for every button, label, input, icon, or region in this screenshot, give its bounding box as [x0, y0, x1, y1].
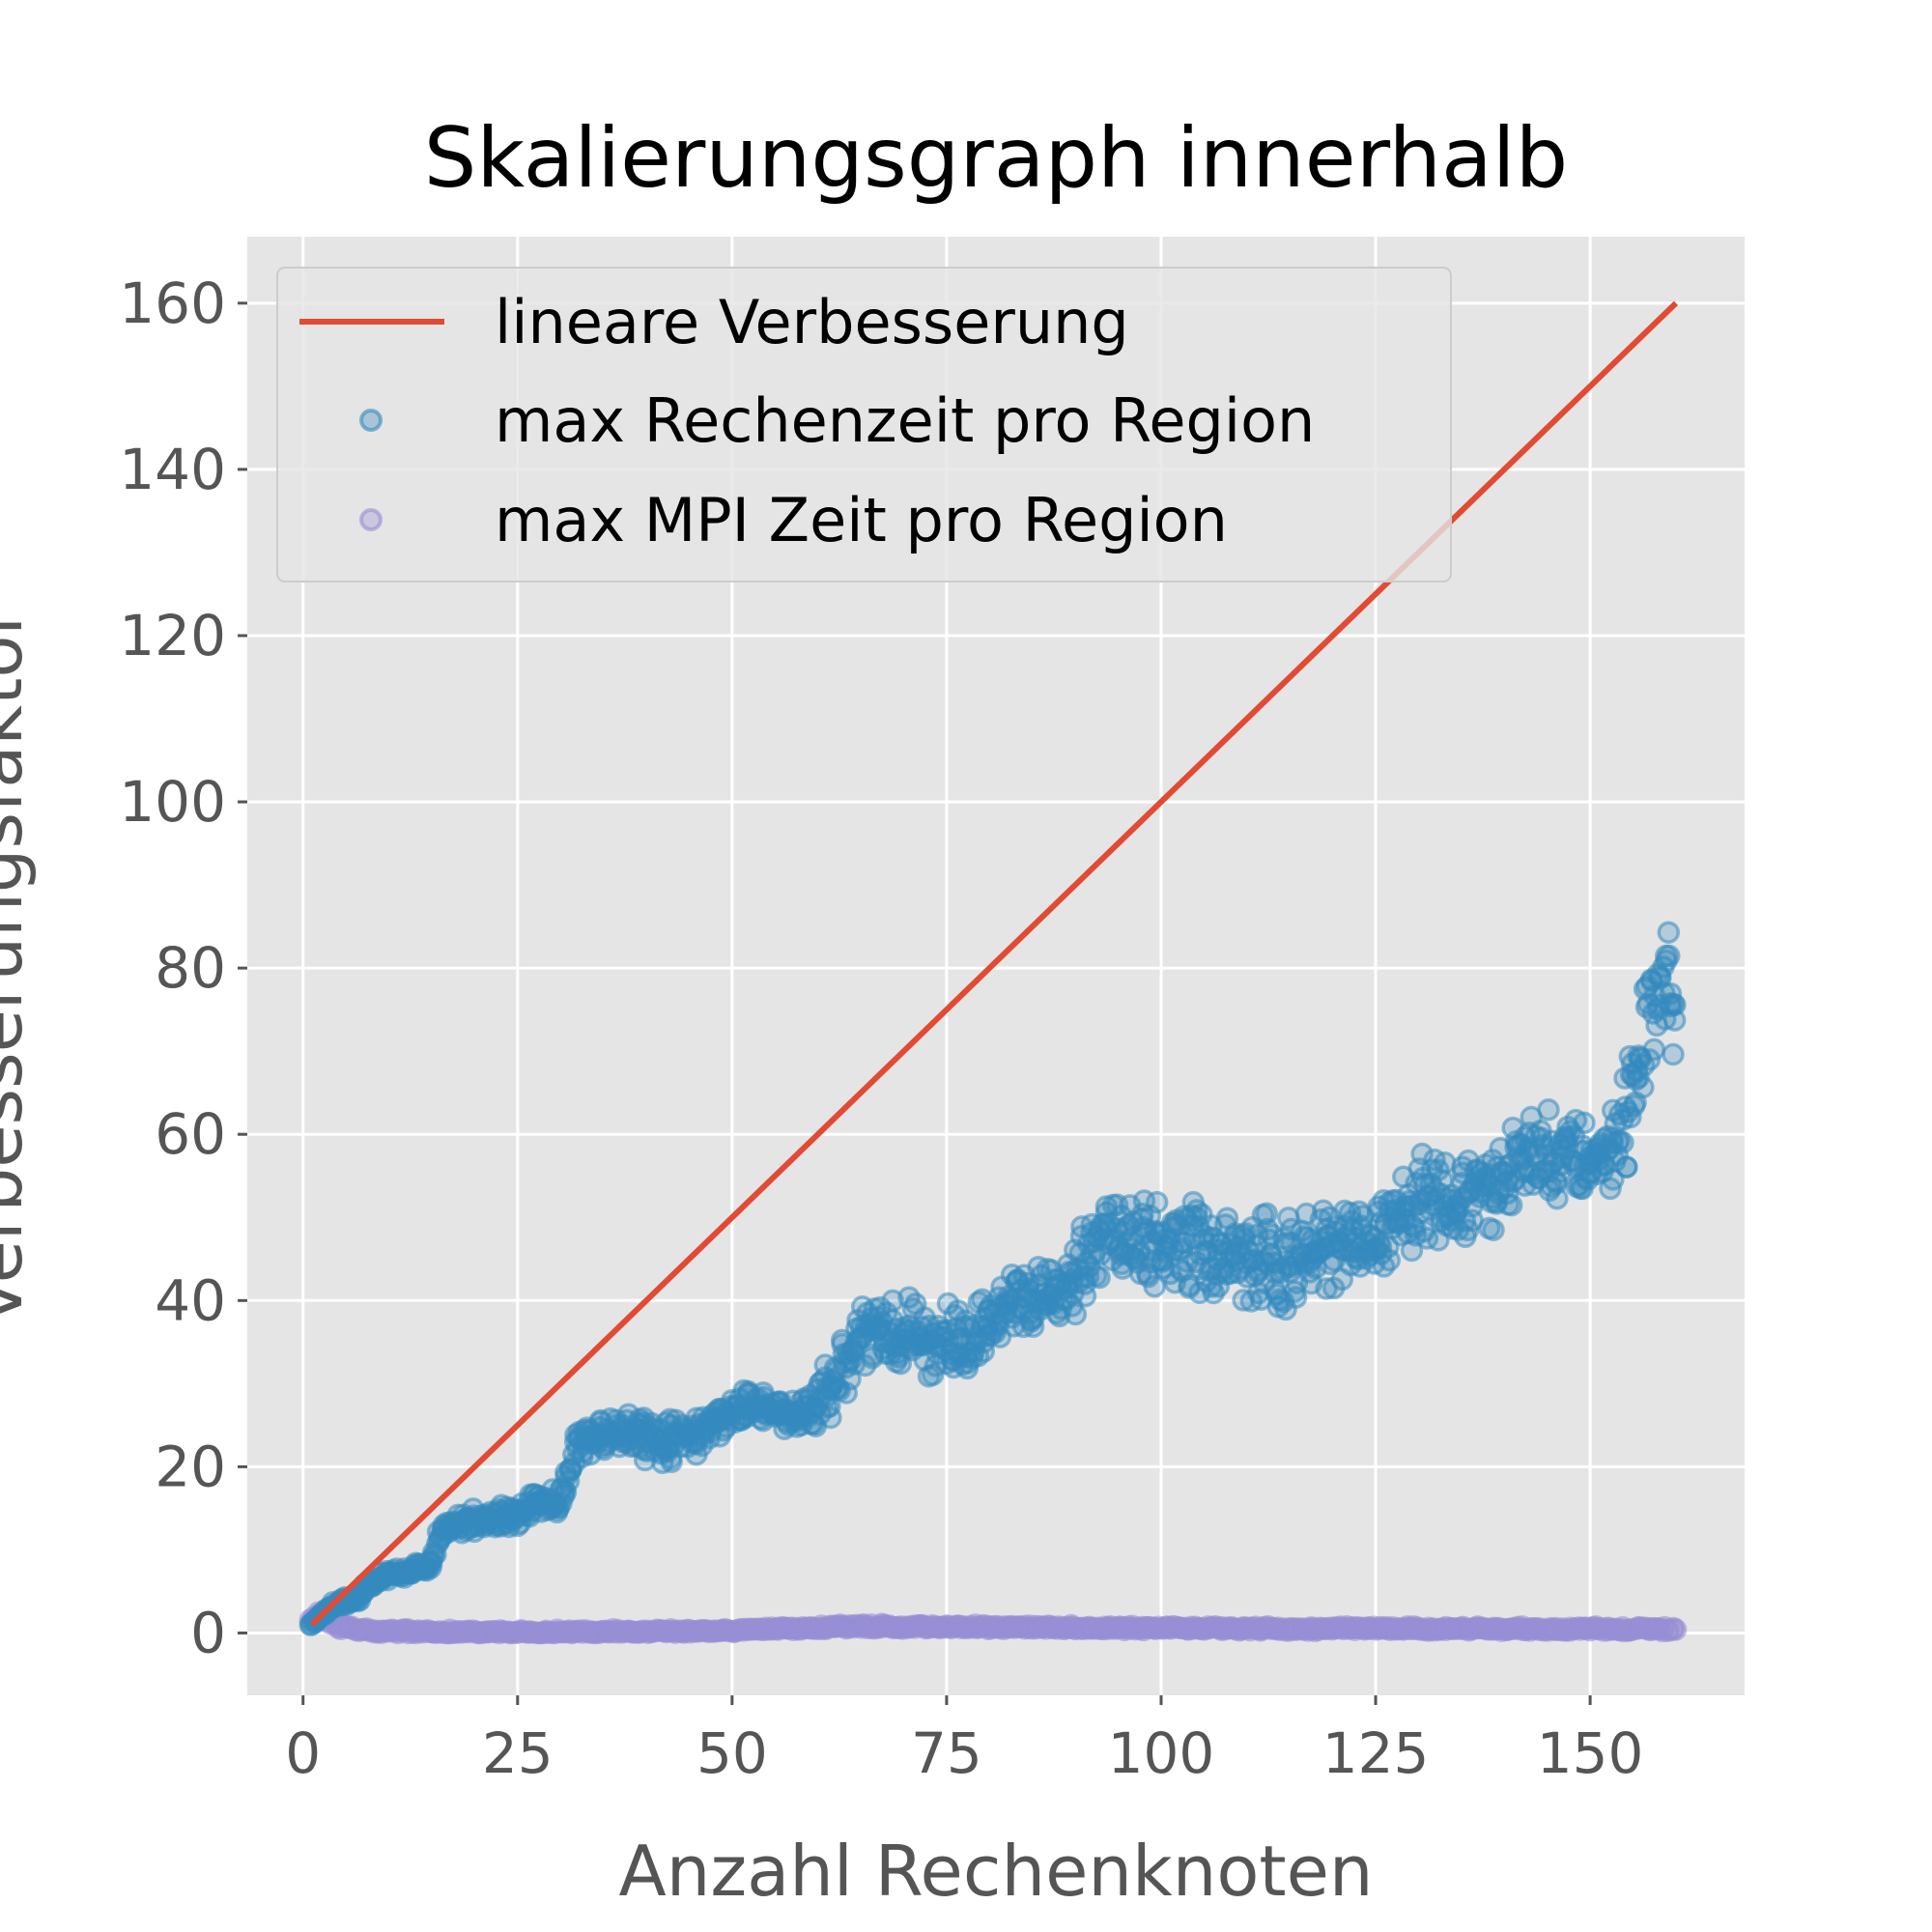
y-tick-label: 0 [190, 1600, 226, 1665]
y-tick-label: 140 [119, 437, 226, 502]
compute-point [1088, 1265, 1111, 1290]
legend-mpi-label: max MPI Zeit pro Region [495, 485, 1228, 555]
y-tick-label: 120 [119, 603, 226, 668]
compute-point [1615, 1155, 1638, 1179]
compute-point [1657, 921, 1681, 944]
legend-compute-marker [359, 409, 383, 432]
compute-point [1642, 1037, 1666, 1062]
x-tick-label: 125 [1322, 1720, 1430, 1786]
compute-point [881, 1289, 904, 1313]
compute-point [1537, 1098, 1560, 1122]
mpi-point [1663, 1618, 1688, 1641]
legend-compute-label: max Rechenzeit pro Region [495, 385, 1315, 456]
compute-point [1143, 1274, 1166, 1298]
y-tick-label: 20 [155, 1434, 226, 1499]
compute-point [1632, 1075, 1655, 1099]
x-axis-label: Anzahl Rechenknoten [618, 1831, 1373, 1912]
y-tick-label: 80 [155, 935, 226, 1001]
compute-point [1662, 1009, 1687, 1032]
compute-point [819, 1406, 842, 1430]
x-tick-label: 25 [482, 1720, 554, 1786]
x-tick-label: 0 [285, 1720, 321, 1786]
legend: lineare Verbesserung max Rechenzeit pro … [276, 267, 1452, 582]
axis-ticks: 0 25 50 75 100 125 150 0 20 40 60 80 100 120 140 160 [119, 270, 1643, 1786]
chart-title: Skalierungsgraph innerhalb [424, 110, 1568, 207]
x-tick-label: 50 [696, 1720, 768, 1786]
compute-point [1573, 1111, 1596, 1135]
compute-point [1611, 1131, 1634, 1154]
legend-mpi-marker [359, 508, 383, 531]
compute-point [1663, 993, 1687, 1017]
compute-point [1255, 1202, 1278, 1225]
x-tick-label: 150 [1537, 1720, 1644, 1786]
compute-point [1662, 1042, 1685, 1066]
y-tick-label: 100 [119, 769, 226, 835]
compute-point [1145, 1190, 1169, 1214]
y-tick-label: 160 [119, 270, 226, 336]
y-axis-label: Verbesserungsfaktor [0, 607, 38, 1325]
x-tick-label: 100 [1108, 1720, 1215, 1786]
compute-point [1546, 1186, 1569, 1210]
legend-box [276, 267, 1452, 582]
compute-point [1378, 1248, 1402, 1272]
compute-point [1499, 1193, 1523, 1217]
legend-linear-label: lineare Verbesserung [495, 287, 1129, 357]
y-tick-label: 40 [155, 1267, 226, 1333]
compute-point [1073, 1284, 1097, 1308]
mpi-series [298, 1601, 1688, 1645]
y-tick-label: 60 [155, 1101, 226, 1167]
compute-point [1064, 1302, 1088, 1326]
compute-point [1482, 1218, 1505, 1241]
compute-series [298, 921, 1687, 1636]
compute-point [1658, 944, 1681, 968]
compute-point [1410, 1142, 1434, 1166]
x-tick-label: 75 [911, 1720, 982, 1786]
